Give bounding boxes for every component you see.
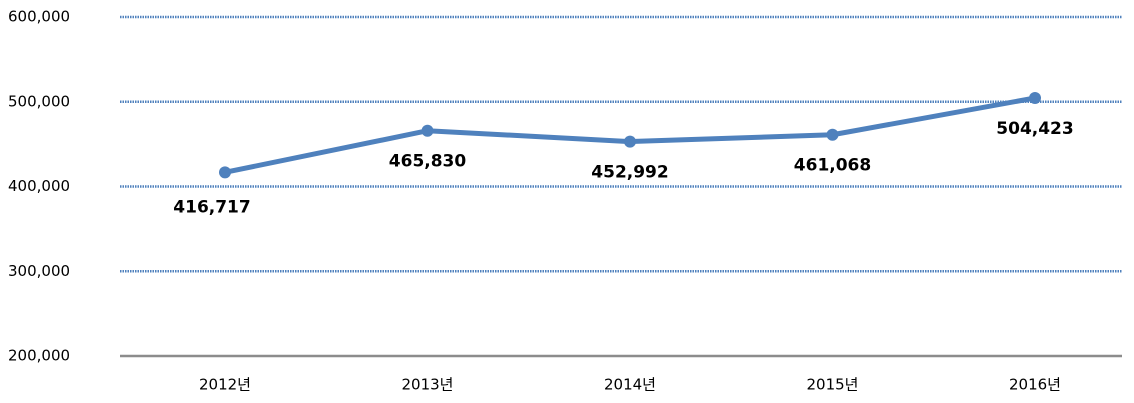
data-label: 416,717 [173, 197, 250, 217]
y-tick-label: 500,000 [8, 92, 70, 110]
point [219, 166, 231, 179]
y-tick-label: 300,000 [8, 262, 70, 280]
x-tick-label: 2016년 [1009, 376, 1061, 394]
data-label: 452,992 [591, 163, 668, 183]
line [224, 95, 1036, 175]
point [624, 135, 636, 148]
x-tick-label: 2015년 [807, 376, 859, 394]
y-tick-label: 400,000 [8, 177, 70, 195]
point [826, 128, 839, 141]
data-label: 504,423 [996, 119, 1073, 139]
y-tick-label: 600,000 [8, 8, 70, 26]
x-tick-label: 2013년 [402, 376, 454, 394]
point [1029, 92, 1041, 105]
y-tick-label: 200,000 [8, 347, 70, 365]
x-tick-label: 2012년 [199, 376, 251, 394]
point [421, 124, 434, 137]
data-label: 465,830 [389, 152, 467, 172]
data-label: 461,068 [794, 156, 871, 176]
x-tick-label: 2014년 [604, 376, 656, 394]
